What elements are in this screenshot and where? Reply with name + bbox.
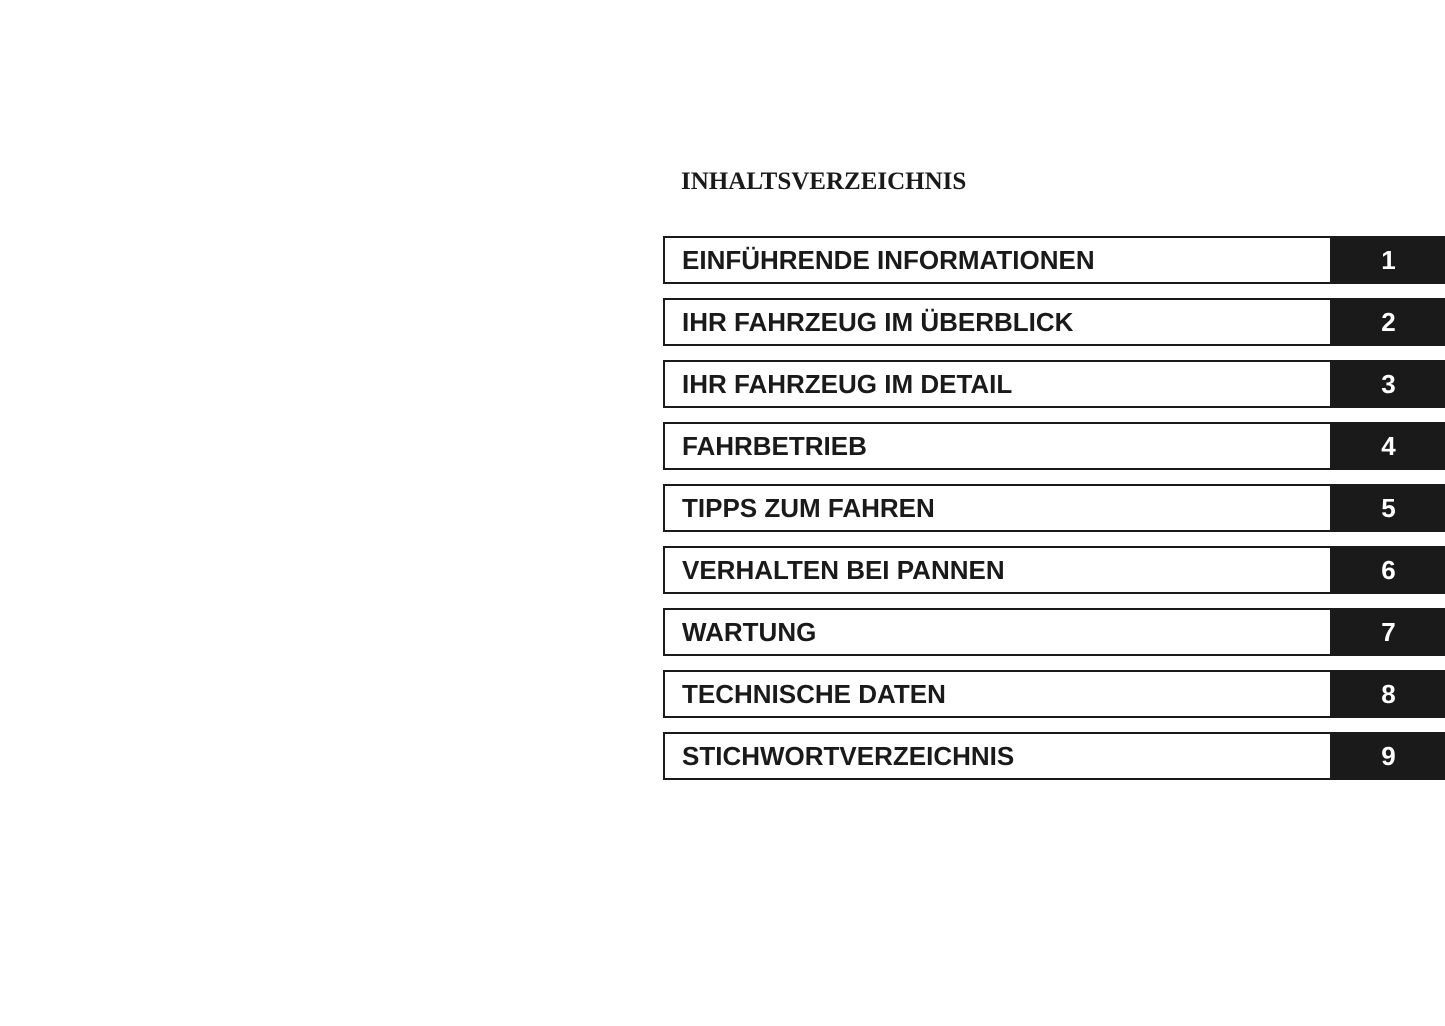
chapter-title: FAHRBETRIEB: [682, 430, 867, 461]
chapter-link-6[interactable]: VERHALTEN BEI PANNEN 6: [663, 546, 1445, 594]
chapter-number-tab: 5: [1330, 484, 1445, 532]
page-title: INHALTSVERZEICHNIS: [681, 168, 967, 195]
chapter-number-tab: 7: [1330, 608, 1445, 656]
chapter-link-1[interactable]: EINFÜHRENDE INFORMATIONEN 1: [663, 236, 1445, 284]
chapter-title: VERHALTEN BEI PANNEN: [682, 554, 1005, 585]
chapter-link-4[interactable]: FAHRBETRIEB 4: [663, 422, 1445, 470]
chapter-title: STICHWORTVERZEICHNIS: [682, 740, 1015, 771]
chapter-number-tab: 1: [1330, 236, 1445, 284]
chapter-number-tab: 4: [1330, 422, 1445, 470]
chapter-number-tab: 2: [1330, 298, 1445, 346]
chapter-link-5[interactable]: TIPPS ZUM FAHREN 5: [663, 484, 1445, 532]
chapter-number-tab: 6: [1330, 546, 1445, 594]
chapter-title: TIPPS ZUM FAHREN: [682, 492, 935, 523]
chapter-link-8[interactable]: TECHNISCHE DATEN 8: [663, 670, 1445, 718]
chapter-link-7[interactable]: WARTUNG 7: [663, 608, 1445, 656]
chapter-link-3[interactable]: IHR FAHRZEUG IM DETAIL 3: [663, 360, 1445, 408]
chapter-number-tab: 3: [1330, 360, 1445, 408]
chapter-number-tab: 8: [1330, 670, 1445, 718]
chapter-title: IHR FAHRZEUG IM DETAIL: [682, 368, 1013, 399]
chapter-title: IHR FAHRZEUG IM ÜBERBLICK: [682, 306, 1074, 337]
chapter-link-2[interactable]: IHR FAHRZEUG IM ÜBERBLICK 2: [663, 298, 1445, 346]
chapter-title: WARTUNG: [682, 616, 817, 647]
chapter-title: EINFÜHRENDE INFORMATIONEN: [682, 244, 1095, 275]
chapter-link-9[interactable]: STICHWORTVERZEICHNIS 9: [663, 732, 1445, 780]
chapter-title: TECHNISCHE DATEN: [682, 678, 946, 709]
chapter-number-tab: 9: [1330, 732, 1445, 780]
